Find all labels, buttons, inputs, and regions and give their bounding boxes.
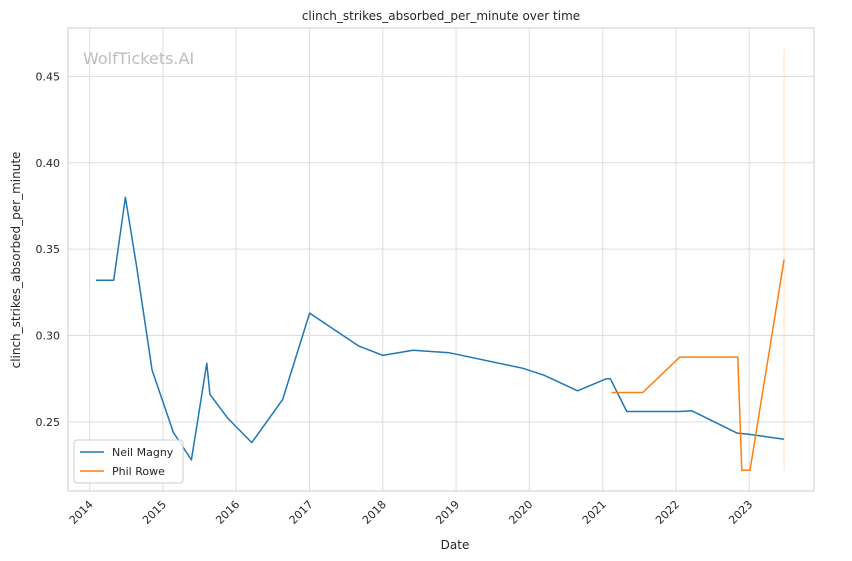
y-axis-label: clinch_strikes_absorbed_per_minute — [9, 152, 23, 369]
x-axis-ticks: 2014 2015 2016 2017 2018 2019 2020 2021 2022 2023 — [67, 498, 756, 527]
series-line-phil-rowe — [611, 259, 785, 472]
y-axis-ticks: 0.25 0.30 0.35 0.40 0.45 — [36, 70, 61, 429]
y-tick-label: 0.40 — [36, 157, 61, 170]
y-tick-label: 0.30 — [36, 330, 61, 343]
y-tick-label: 0.45 — [36, 70, 61, 83]
chart-title: clinch_strikes_absorbed_per_minute over … — [302, 9, 580, 23]
x-axis-label: Date — [441, 538, 470, 552]
series-line-neil-magny — [95, 196, 785, 461]
series-layer — [95, 196, 785, 472]
y-tick-label: 0.25 — [36, 416, 61, 429]
legend-label-neil-magny: Neil Magny — [112, 446, 174, 459]
y-tick-label: 0.35 — [36, 243, 61, 256]
grid — [68, 28, 814, 491]
legend: Neil Magny Phil Rowe — [73, 439, 184, 484]
legend-label-phil-rowe: Phil Rowe — [112, 465, 165, 478]
plot-frame — [67, 27, 815, 492]
legend-box — [73, 439, 184, 484]
watermark: WolfTickets.AI — [83, 49, 194, 68]
